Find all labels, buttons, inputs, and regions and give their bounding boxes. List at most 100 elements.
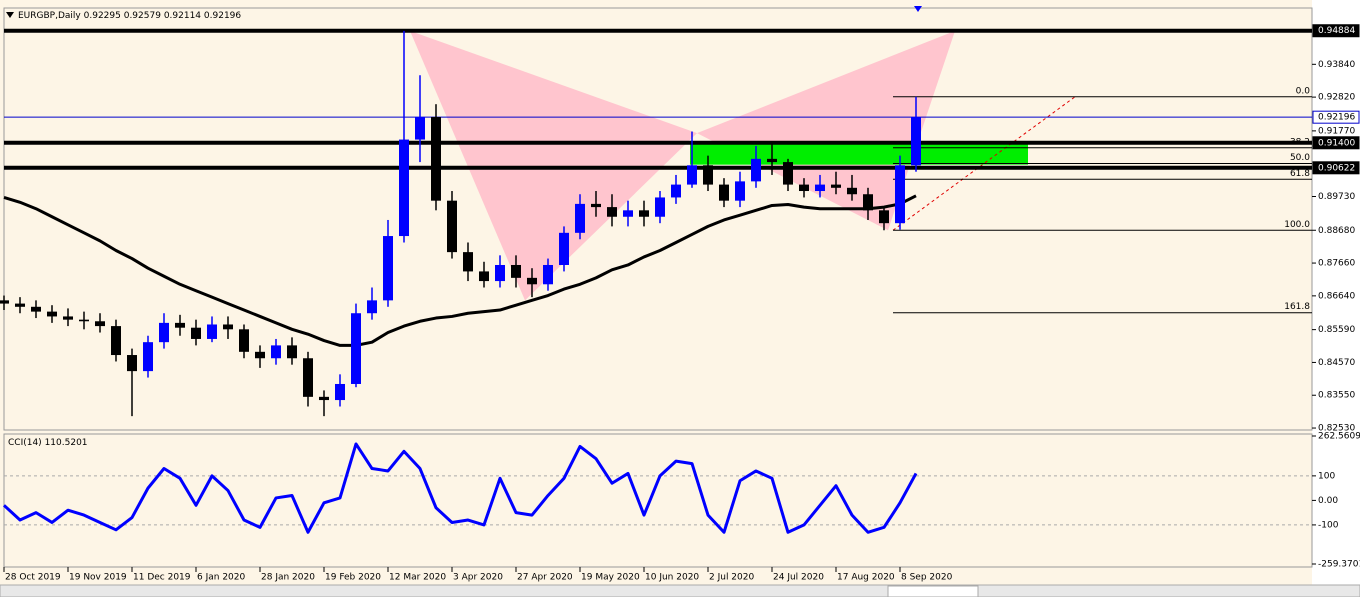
y-tick-label: 0.84570 [1318,358,1355,368]
candle-body [15,303,25,307]
fib-label: 61.8 [1290,169,1310,179]
candle-body [63,316,73,320]
candle-body [527,277,537,285]
price-label: 0.92196 [1318,113,1355,123]
candle-body [207,324,217,339]
y-tick-label: 0.92820 [1318,93,1355,103]
x-tick-label: 8 Sep 2020 [901,573,953,583]
candle-body [159,322,169,343]
candle-body [127,355,137,372]
candle-body [767,158,777,163]
y-tick-label: -100 [1318,520,1339,530]
x-tick-label: 27 Apr 2020 [517,573,573,583]
x-tick-label: 11 Dec 2019 [133,573,191,583]
candle-body [463,252,473,272]
candle-body [591,203,601,208]
price-label-box [1312,161,1360,175]
candle-body [783,162,793,185]
candle-body [95,321,105,327]
candle-body [895,165,905,224]
x-tick-label: 10 Jun 2020 [645,573,699,583]
x-tick-label: 19 May 2020 [581,573,640,583]
y-tick-label: 0.86640 [1318,291,1355,301]
x-tick-label: 3 Apr 2020 [453,573,503,583]
x-tick-label: 6 Jan 2020 [197,573,245,583]
tab-bar [0,584,1360,597]
fib-trendline [892,96,1076,231]
x-tick-label: 2 Jul 2020 [709,573,754,583]
candle-body [495,264,505,282]
candle-body [287,345,297,359]
candle-body [751,158,761,182]
candle-body [911,117,921,166]
price-axis-bg [1312,0,1360,585]
y-tick-label: 0.83550 [1318,391,1355,401]
price-label-box [1312,136,1360,150]
fib-label: 161.8 [1284,302,1310,312]
y-tick-label: 0.89730 [1318,192,1355,202]
candle-body [847,187,857,195]
candle-body [703,165,713,185]
fib-label: 100.0 [1284,220,1310,230]
x-tick-label: 17 Aug 2020 [837,573,895,583]
candle-body [447,200,457,253]
candle-body [223,324,233,330]
cci-title: CCI(14) [8,438,42,448]
candle-body [111,326,121,356]
candle-body [239,329,249,352]
price-pane [3,7,1313,431]
candle-body [175,322,185,328]
candle-body [415,117,425,140]
candle-body [335,383,345,401]
menu-arrow[interactable] [6,12,14,18]
y-tick-label: 0.00 [1318,496,1338,506]
candle-body [719,184,729,201]
candle-body [399,139,409,237]
y-tick-label: 0.93840 [1318,60,1355,70]
symbol: EURGBP,Daily [18,11,81,21]
low: 0.92114 [164,11,201,21]
candle-body [735,181,745,201]
close: 0.92196 [204,11,241,21]
candle-body [511,264,521,278]
y-tick-label: 0.85590 [1318,325,1355,335]
cci-line [2,442,918,534]
x-tick-label: 12 Mar 2020 [389,573,446,583]
price-label: 0.94884 [1318,26,1355,36]
candle-body [143,342,153,372]
candle-body [383,236,393,301]
y-tick-label: 100 [1318,471,1335,481]
y-tick-label: 262.5609 [1318,432,1360,442]
candle-body [0,300,9,304]
price-label: 0.90622 [1318,163,1355,173]
candle-body [687,165,697,185]
plot-layer: 0.038.250.061.8100.0161.80.938400.928200… [0,24,1360,583]
candle-body [479,271,489,282]
candle-body [879,210,889,224]
harmonic-pattern [410,30,697,301]
fib-label: 50.0 [1290,153,1310,163]
x-tick-label: 19 Nov 2019 [69,573,127,583]
candle-body [319,396,329,401]
candle-body [799,184,809,192]
candle-body [79,319,89,322]
candle-body [367,300,377,314]
candle-body [31,306,41,312]
candle-body [639,210,649,217]
x-tick-label: 24 Jul 2020 [773,573,824,583]
price-label-box [1312,24,1360,38]
cci-value: 110.5201 [45,438,88,448]
high: 0.92579 [124,11,161,21]
candle-body [655,197,665,217]
harmonic-pattern [697,30,955,231]
candle-body [815,184,825,192]
y-tick-label: -259.3701 [1318,560,1360,570]
shift-marker[interactable] [914,6,922,12]
cci-header: CCI(14) 110.5201 [8,438,88,448]
candle-body [607,207,617,217]
candle-body [559,232,569,265]
candle-body [303,358,313,397]
active-tab[interactable] [887,585,979,597]
